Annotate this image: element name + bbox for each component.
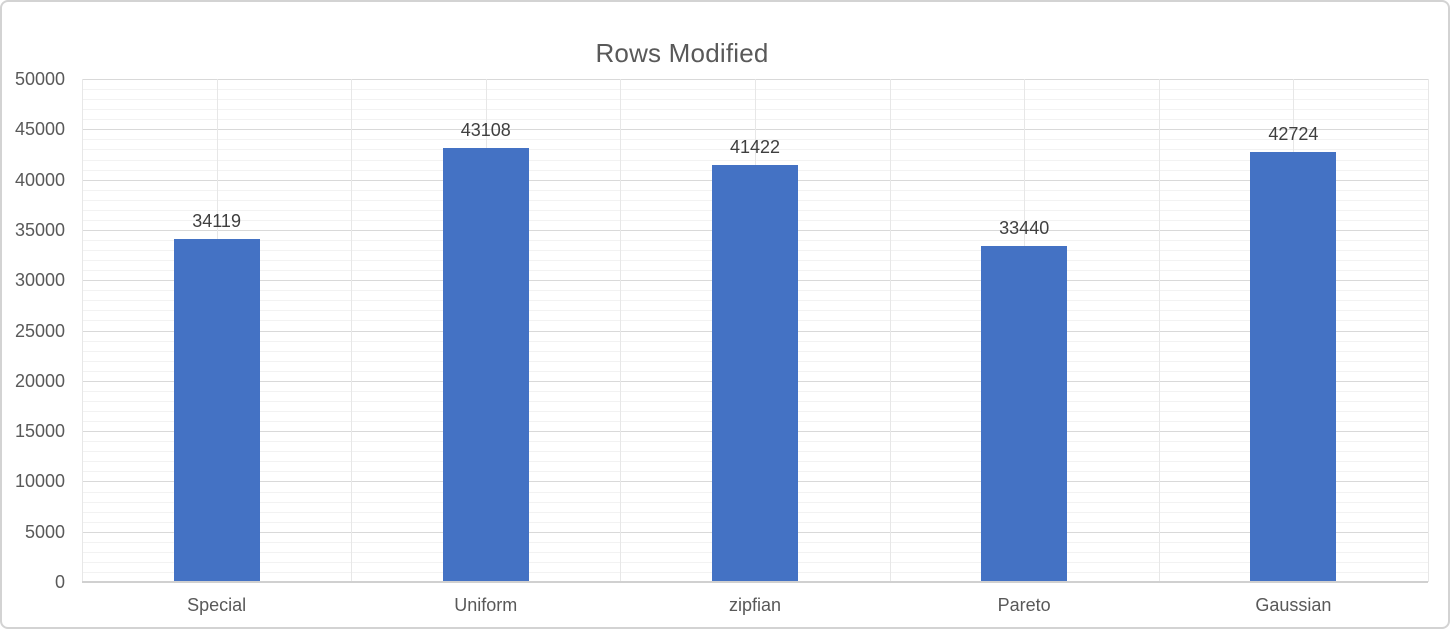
bar-zipfian[interactable] [712,165,798,582]
y-axis-label: 40000 [14,169,65,190]
x-axis-line [82,581,1428,583]
bar-value-label: 34119 [192,210,241,231]
bar-value-label: 41422 [729,137,781,158]
vertical-gridline [82,79,83,582]
vertical-gridline [620,79,622,582]
vertical-gridline [1428,79,1429,582]
x-axis-label-pareto: Pareto [997,595,1051,615]
y-axis-label: 5000 [24,521,65,542]
x-axis-label-uniform: Uniform [454,595,518,615]
y-axis-label: 25000 [14,320,65,341]
x-axis-label-gaussian: Gaussian [1255,595,1332,615]
y-axis-label: 30000 [14,270,65,291]
chart-title[interactable]: Rows Modified [595,38,769,68]
x-axis-label-special: Special [187,595,247,615]
vertical-gridline [889,79,891,582]
bar-uniform[interactable] [442,148,529,582]
bar-value-label: 33440 [999,217,1050,238]
bar-gaussian[interactable] [1250,152,1337,582]
bar-value-label: 42724 [1268,124,1319,145]
y-axis-label: 35000 [14,219,65,240]
y-axis-label: 0 [54,572,65,592]
vertical-gridline [1158,79,1160,582]
bar-pareto[interactable] [981,245,1068,582]
y-axis-label: 15000 [14,421,65,442]
x-axis-label-zipfian: zipfian [728,595,782,615]
bar-value-label: 43108 [460,120,511,141]
vertical-gridline [351,79,353,582]
y-axis-label: 10000 [14,471,65,492]
bar-special[interactable] [173,238,260,582]
y-axis-label: 45000 [14,119,65,140]
y-axis-label: 50000 [14,69,65,89]
plot-area: 34119 43108 41422 33440 42724 [82,79,1429,582]
y-axis-label: 20000 [14,370,65,391]
